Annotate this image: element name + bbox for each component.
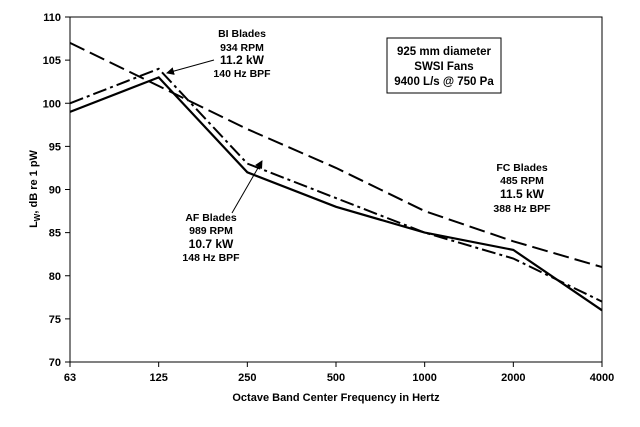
x-tick-label: 250 [238,372,256,384]
annotation-af-blades: AF Blades 989 RPM 10.7 kW 148 Hz BPF [182,160,263,264]
y-tick-label: 100 [43,98,61,110]
series-line-af-blades [69,76,603,312]
y-tick-label: 75 [49,314,61,326]
annotation-fc-kw: 11.5 kW [500,187,545,201]
annotation-af-kw: 10.7 kW [189,237,234,251]
annotation-bi-bpf: 140 Hz BPF [213,68,271,80]
annotation-fc-blades: FC Blades 485 RPM 11.5 kW 388 Hz BPF [493,162,551,215]
info-box-line-1: 925 mm diameter [397,46,491,58]
y-axis-title: LW, dB re 1 pW [28,149,42,227]
annotation-af-bpf: 148 Hz BPF [182,252,240,264]
y-tick-label: 70 [49,357,61,369]
y-tick-label: 105 [43,55,61,67]
y-tick-label: 95 [49,141,61,153]
y-tick-label: 80 [49,271,61,283]
annotation-af-rpm: 989 RPM [189,225,233,237]
y-axis: 70 75 80 85 90 95 100 105 110 [43,12,70,369]
annotation-bi-arrow [166,59,215,75]
info-box-line-2: SWSI Fans [414,61,473,73]
x-tick-label: 500 [327,372,345,384]
y-axis-title-sub: W [33,213,42,221]
series-line-fc-blades [69,42,603,269]
y-tick-label: 110 [43,12,61,24]
annotation-bi-blades: BI Blades 934 RPM 11.2 kW 140 Hz BPF [166,28,271,80]
info-box-line-3: 9400 L/s @ 750 Pa [394,76,494,88]
annotation-bi-title: BI Blades [218,28,266,40]
x-axis: 63 125 250 500 1000 2000 4000 [64,362,614,384]
y-axis-title-rest: , dB re 1 pW [28,149,40,213]
y-tick-label: 90 [49,185,61,197]
x-tick-label: 63 [64,372,76,384]
info-box [386,37,502,94]
annotation-bi-kw: 11.2 kW [220,53,265,67]
x-tick-label: 4000 [590,372,614,384]
annotation-fc-rpm: 485 RPM [500,175,544,187]
y-axis-title-main: L [28,221,40,228]
annotation-af-arrow [231,160,263,214]
annotation-bi-rpm: 934 RPM [220,42,264,54]
x-tick-label: 1000 [412,372,436,384]
x-tick-label: 2000 [501,372,525,384]
y-tick-label: 85 [49,228,61,240]
x-axis-title: Octave Band Center Frequency in Hertz [232,392,440,404]
series-layer [69,42,603,312]
series-line-bi-blades [69,67,603,303]
annotation-fc-title: FC Blades [496,162,548,174]
x-tick-label: 125 [149,372,167,384]
annotation-fc-bpf: 388 Hz BPF [493,203,551,215]
annotation-af-title: AF Blades [185,212,237,224]
